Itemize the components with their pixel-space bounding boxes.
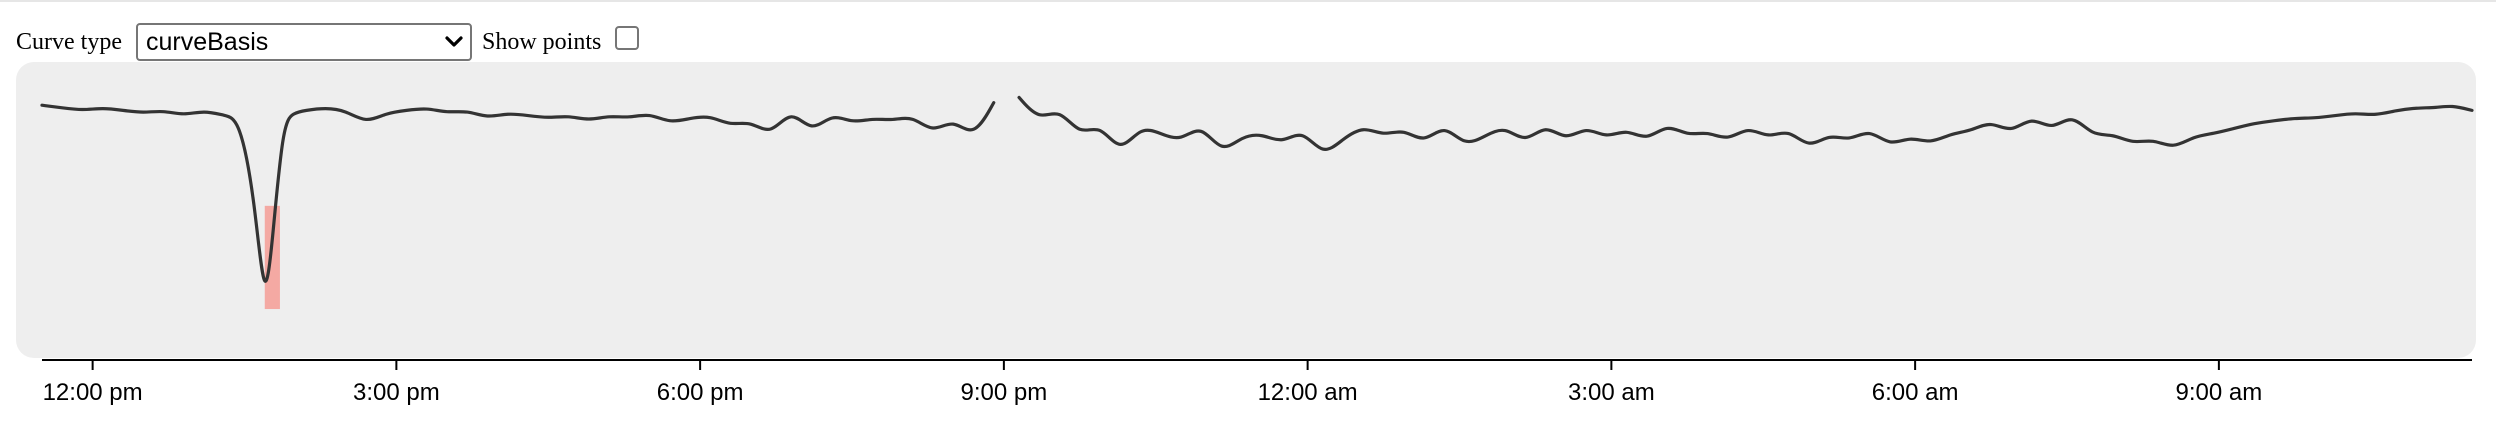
curve-type-label: Curve type [16, 29, 122, 55]
x-tick-label: 12:00 pm [43, 379, 143, 406]
show-points-label: Show points [481, 29, 602, 55]
x-axis: 12:00 pm 3:00 pm 6:00 pm 9:00 pm 12:00 am 3:0… [42, 359, 2472, 406]
highlight-band [264, 205, 280, 310]
x-tick-label: 12:00 am [1258, 379, 1358, 406]
x-tick-label: 9:00 am [2176, 379, 2263, 406]
show-points-checkbox[interactable] [615, 26, 640, 50]
plot-background [16, 62, 2476, 358]
curve-type-select[interactable]: curveBasis [135, 23, 472, 61]
series-line-segment-2 [1017, 95, 2474, 151]
x-tick-label: 6:00 am [1872, 379, 1959, 406]
series-line-segment-1 [40, 101, 996, 283]
line-layer [40, 95, 2474, 283]
highlight-layer [264, 205, 280, 310]
x-tick-label: 9:00 pm [961, 379, 1048, 406]
controls-bar: Curve type curveBasis Show points [16, 22, 640, 62]
x-tick-label: 3:00 am [1568, 379, 1655, 406]
top-divider [0, 0, 2496, 2]
x-tick-label: 6:00 pm [657, 379, 744, 406]
x-tick-label: 3:00 pm [353, 379, 440, 406]
